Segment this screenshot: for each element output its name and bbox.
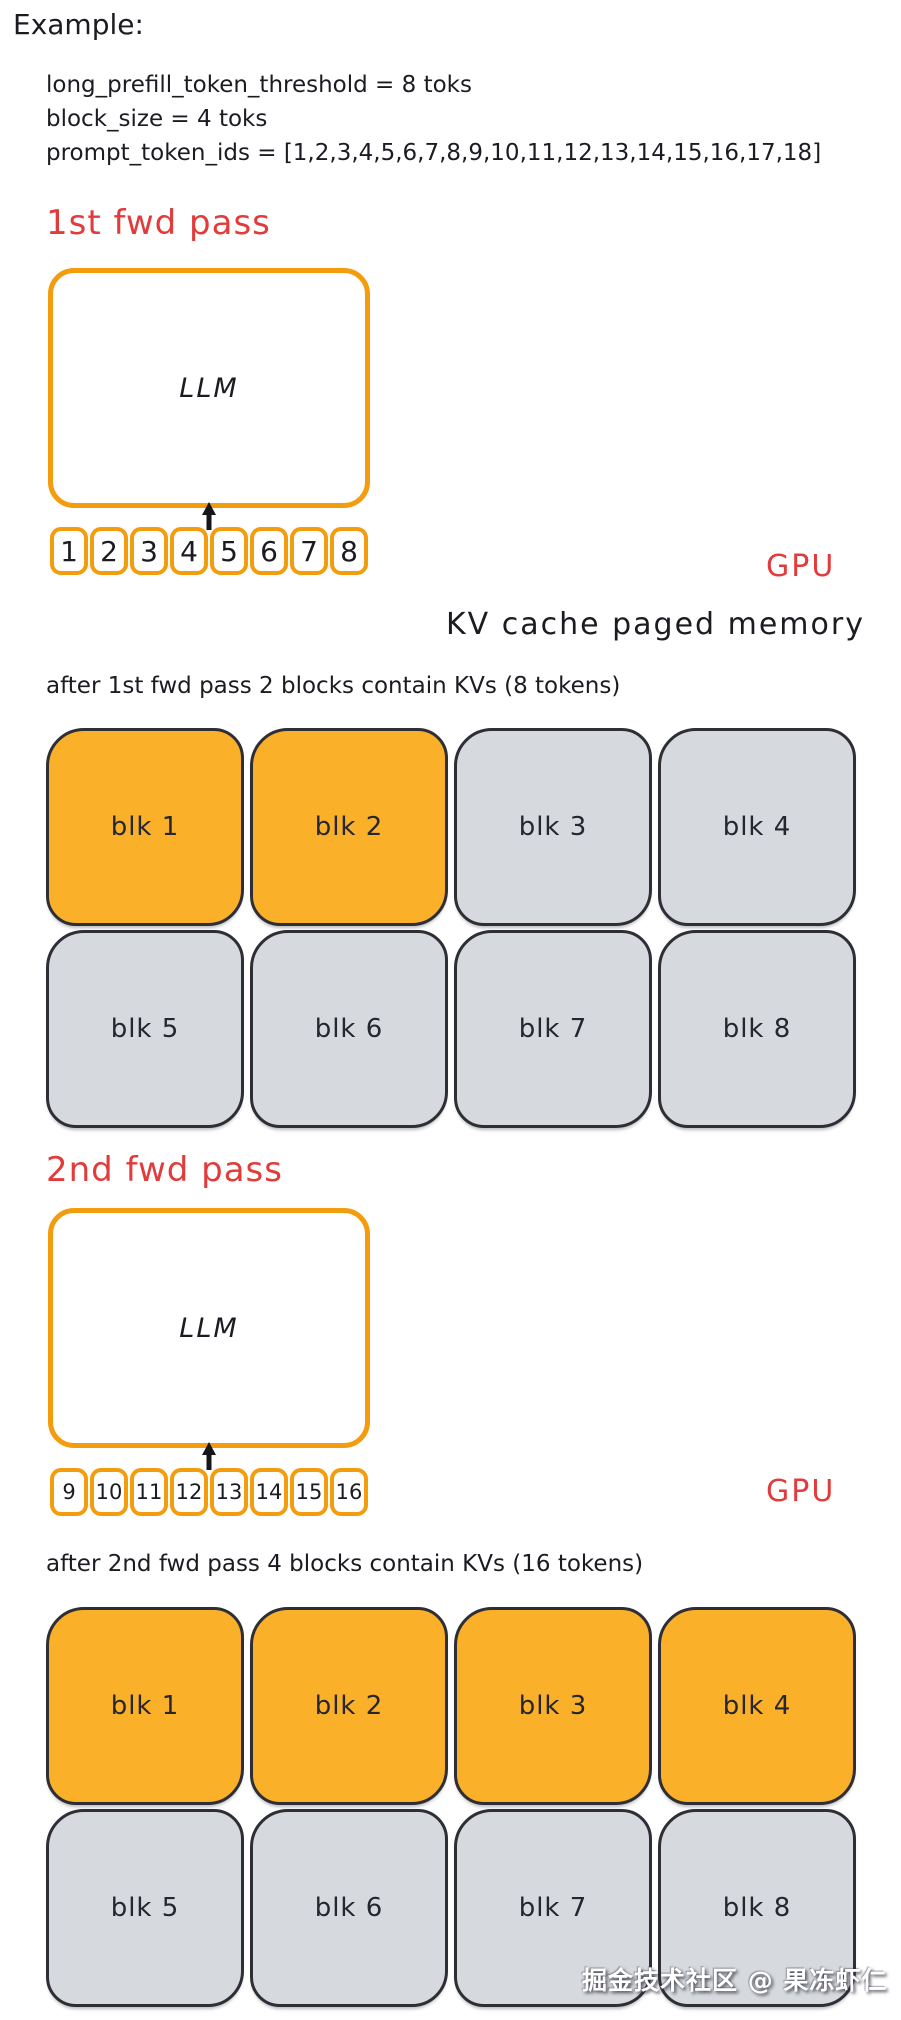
pass2-heading: 2nd fwd pass: [46, 1150, 283, 1190]
token-cell: 6: [250, 527, 288, 575]
kv-block-label: blk 4: [722, 812, 792, 842]
token-cell: 7: [290, 527, 328, 575]
code-line-block-size: block_size = 4 toks: [46, 106, 268, 132]
code-line-threshold: long_prefill_token_threshold = 8 toks: [46, 72, 472, 98]
grid1-caption: after 1st fwd pass 2 blocks contain KVs …: [46, 673, 621, 699]
llm-box-pass2: LLM: [48, 1208, 370, 1448]
kv-block: blk 1: [46, 1607, 244, 1805]
pass1-heading: 1st fwd pass: [46, 203, 271, 243]
llm-label: LLM: [179, 1312, 239, 1344]
kv-block-grid-2: blk 1 blk 2 blk 3 blk 4 blk 5 blk 6 blk …: [46, 1607, 856, 2007]
token-row-pass2: 9 10 11 12 13 14 15 16: [50, 1468, 368, 1516]
kv-block-label: blk 6: [314, 1893, 384, 1923]
kv-block-label: blk 7: [518, 1014, 588, 1044]
config-code-block: long_prefill_token_threshold = 8 toks bl…: [46, 68, 821, 170]
kv-block: blk 3: [454, 728, 652, 926]
token-cell: 3: [130, 527, 168, 575]
token-cell: 4: [170, 527, 208, 575]
kv-block: blk 4: [658, 1607, 856, 1805]
example-title: Example:: [13, 8, 144, 41]
kv-block: blk 7: [454, 1809, 652, 2007]
token-cell: 13: [210, 1468, 248, 1516]
kv-block-label: blk 6: [314, 1014, 384, 1044]
kv-block: blk 4: [658, 728, 856, 926]
token-cell: 5: [210, 527, 248, 575]
token-cell: 9: [50, 1468, 88, 1516]
token-cell: 16: [330, 1468, 368, 1516]
kv-block-label: blk 4: [722, 1691, 792, 1721]
kv-block-label: blk 5: [110, 1014, 180, 1044]
llm-label: LLM: [179, 372, 239, 404]
kv-block: blk 5: [46, 1809, 244, 2007]
token-cell: 12: [170, 1468, 208, 1516]
grid2-caption: after 2nd fwd pass 4 blocks contain KVs …: [46, 1551, 644, 1577]
kv-block: blk 6: [250, 930, 448, 1128]
kv-block: blk 2: [250, 728, 448, 926]
kv-block-label: blk 5: [110, 1893, 180, 1923]
token-cell: 10: [90, 1468, 128, 1516]
token-cell: 15: [290, 1468, 328, 1516]
token-cell: 14: [250, 1468, 288, 1516]
kv-block: blk 2: [250, 1607, 448, 1805]
token-cell: 11: [130, 1468, 168, 1516]
kv-block-label: blk 8: [722, 1014, 792, 1044]
gpu-label-pass2: GPU: [766, 1474, 836, 1509]
kv-block: blk 8: [658, 1809, 856, 2007]
kv-block-label: blk 7: [518, 1893, 588, 1923]
kv-block: blk 3: [454, 1607, 652, 1805]
kv-block: blk 7: [454, 930, 652, 1128]
kv-block-label: blk 2: [314, 1691, 384, 1721]
kv-block: blk 8: [658, 930, 856, 1128]
kv-block: blk 5: [46, 930, 244, 1128]
kv-block-label: blk 3: [518, 1691, 588, 1721]
kv-block-label: blk 1: [110, 1691, 180, 1721]
watermark: 掘金技术社区 @ 果冻虾仁: [582, 1966, 888, 1995]
kv-cache-title: KV cache paged memory: [446, 607, 865, 642]
arrow-up-icon: [202, 1442, 216, 1470]
kv-block-label: blk 3: [518, 812, 588, 842]
kv-block: blk 1: [46, 728, 244, 926]
kv-block-label: blk 8: [722, 1893, 792, 1923]
token-cell: 8: [330, 527, 368, 575]
kv-block-grid-1: blk 1 blk 2 blk 3 blk 4 blk 5 blk 6 blk …: [46, 728, 856, 1128]
kv-block-label: blk 2: [314, 812, 384, 842]
kv-block: blk 6: [250, 1809, 448, 2007]
token-cell: 2: [90, 527, 128, 575]
kv-block-label: blk 1: [110, 812, 180, 842]
gpu-label-pass1: GPU: [766, 549, 836, 584]
code-line-prompt-token-ids: prompt_token_ids = [1,2,3,4,5,6,7,8,9,10…: [46, 140, 822, 166]
token-row-pass1: 1 2 3 4 5 6 7 8: [50, 527, 368, 575]
arrow-up-icon: [202, 502, 216, 530]
token-cell: 1: [50, 527, 88, 575]
llm-box-pass1: LLM: [48, 268, 370, 508]
